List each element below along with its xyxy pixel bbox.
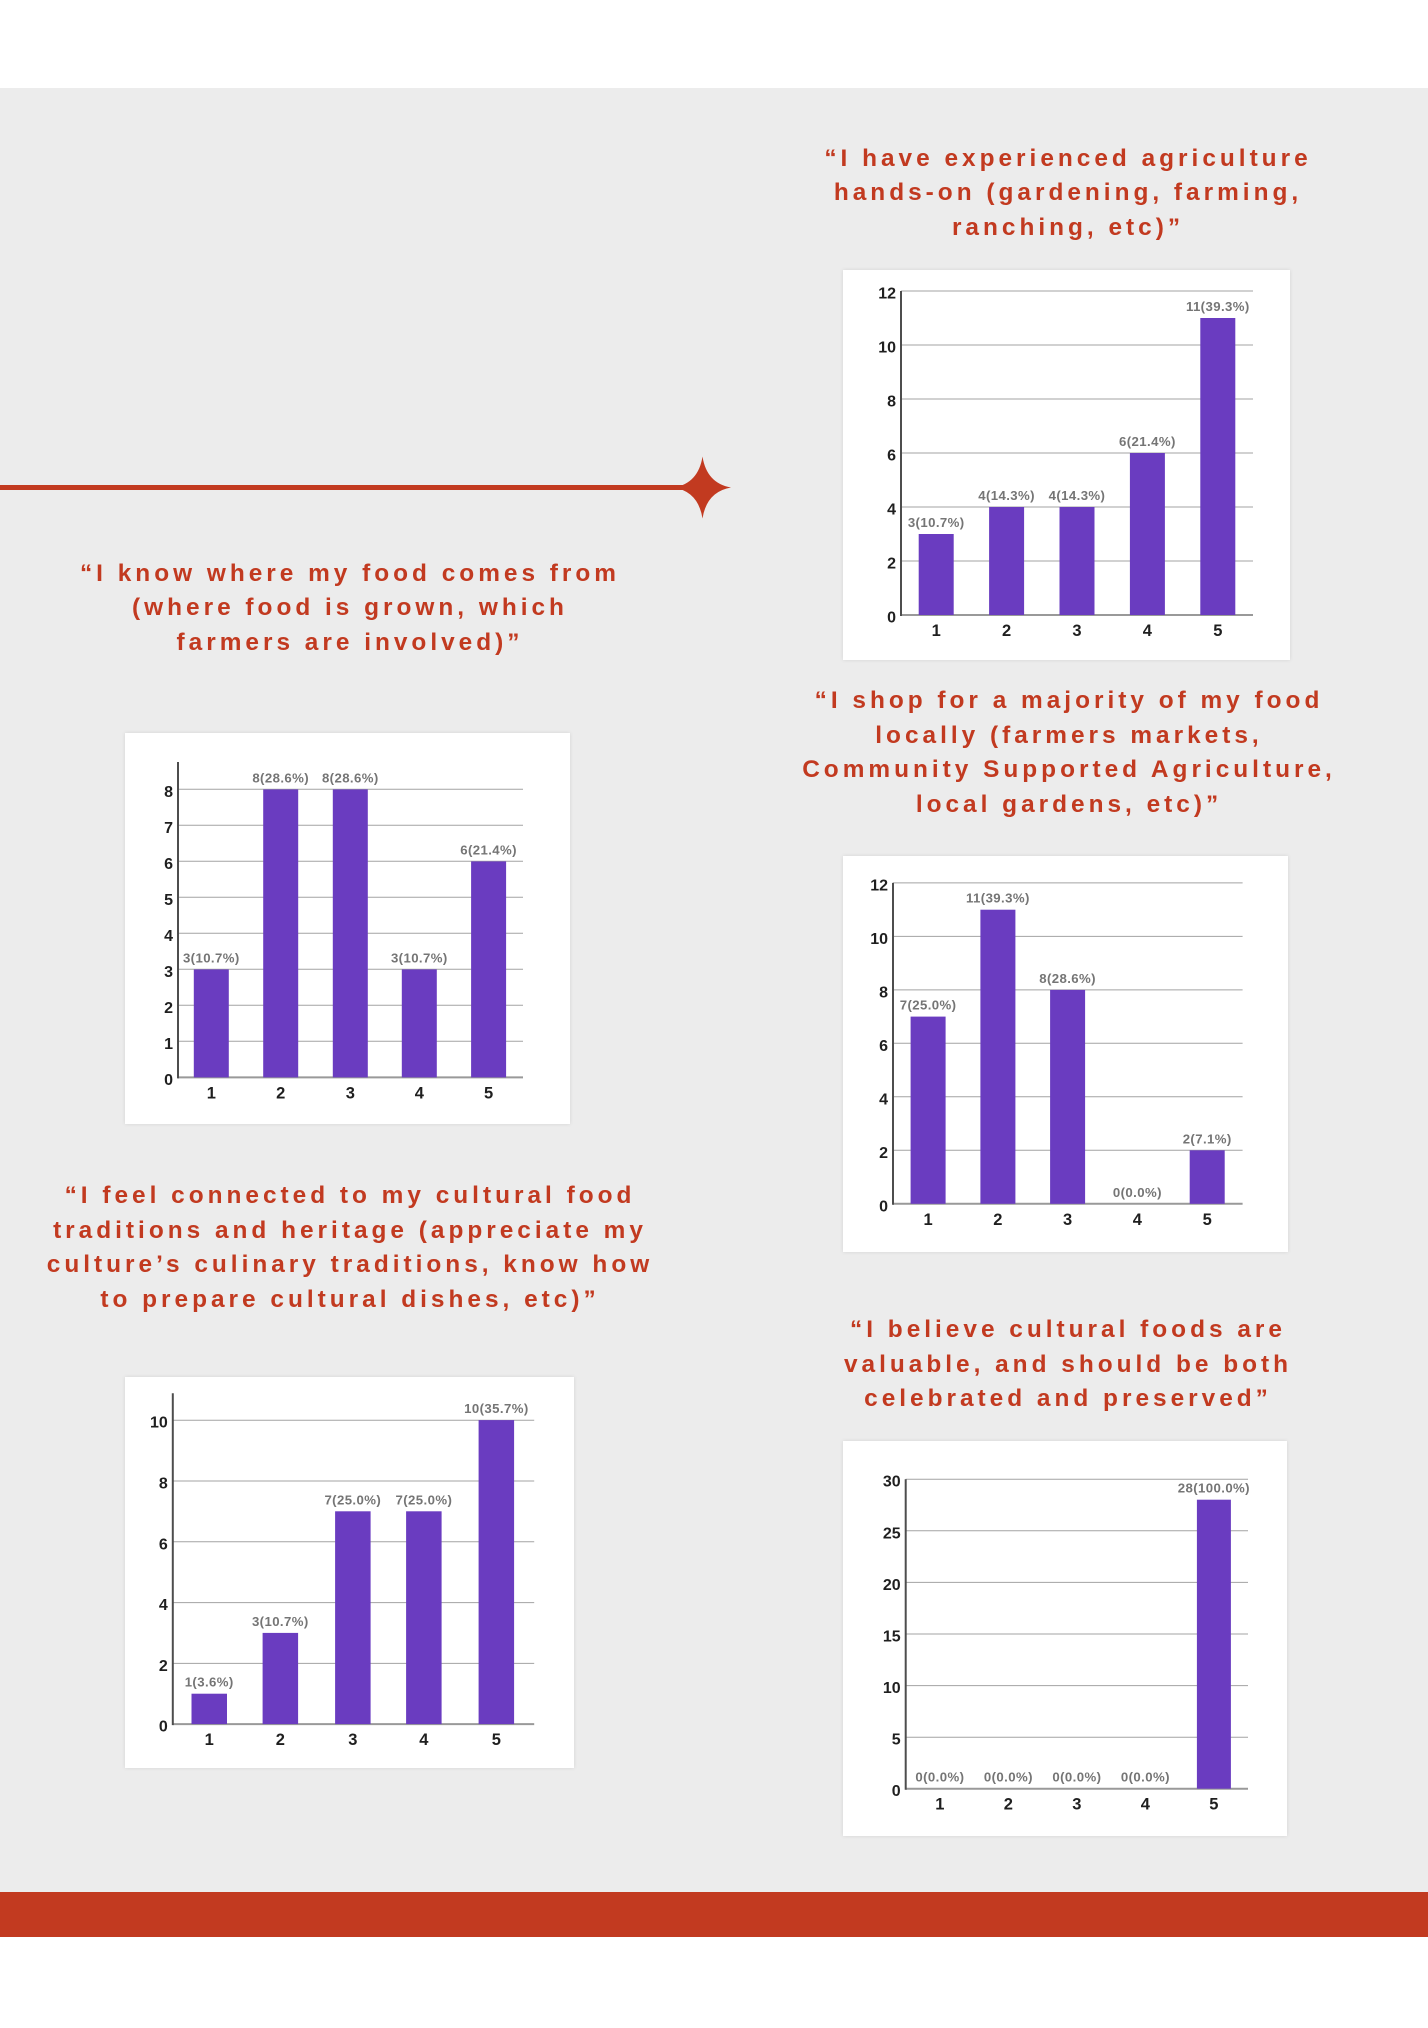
svg-text:8: 8 — [164, 784, 173, 801]
svg-text:1: 1 — [164, 1036, 173, 1053]
svg-text:4(14.3%): 4(14.3%) — [1049, 488, 1106, 503]
svg-text:0(0.0%): 0(0.0%) — [915, 1770, 964, 1785]
svg-text:2: 2 — [887, 556, 896, 573]
svg-text:6: 6 — [879, 1038, 888, 1055]
svg-text:3: 3 — [1072, 1796, 1081, 1814]
svg-text:7(25.0%): 7(25.0%) — [396, 1492, 453, 1507]
svg-text:2: 2 — [276, 1084, 285, 1102]
svg-text:5: 5 — [164, 892, 173, 909]
svg-text:4: 4 — [1143, 622, 1153, 640]
svg-text:4: 4 — [887, 502, 896, 519]
svg-text:6: 6 — [164, 856, 173, 873]
svg-text:3: 3 — [348, 1731, 357, 1749]
svg-text:4: 4 — [419, 1731, 429, 1749]
svg-text:4: 4 — [159, 1597, 168, 1614]
svg-text:3: 3 — [1063, 1211, 1072, 1229]
svg-text:0: 0 — [892, 1783, 901, 1800]
svg-text:4: 4 — [164, 928, 173, 945]
svg-text:11(39.3%): 11(39.3%) — [966, 891, 1030, 906]
svg-text:7(25.0%): 7(25.0%) — [900, 998, 957, 1013]
svg-text:5: 5 — [1203, 1211, 1212, 1229]
svg-text:1: 1 — [205, 1731, 214, 1749]
svg-text:0(0.0%): 0(0.0%) — [1121, 1770, 1170, 1785]
svg-text:0(0.0%): 0(0.0%) — [984, 1770, 1033, 1785]
svg-text:4: 4 — [879, 1091, 888, 1108]
svg-text:1: 1 — [924, 1211, 933, 1229]
svg-text:2: 2 — [164, 1000, 173, 1017]
svg-text:1: 1 — [935, 1796, 944, 1814]
svg-text:4: 4 — [1133, 1211, 1143, 1229]
svg-text:0: 0 — [887, 610, 896, 627]
svg-text:30: 30 — [883, 1474, 901, 1491]
svg-text:6: 6 — [159, 1536, 168, 1553]
svg-text:6: 6 — [887, 448, 896, 465]
svg-text:3(10.7%): 3(10.7%) — [908, 515, 965, 530]
svg-text:10: 10 — [150, 1415, 168, 1432]
svg-text:10: 10 — [870, 931, 888, 948]
svg-text:5: 5 — [1213, 622, 1222, 640]
svg-text:8(28.6%): 8(28.6%) — [1039, 971, 1096, 986]
svg-text:3(10.7%): 3(10.7%) — [391, 950, 448, 965]
svg-text:0(0.0%): 0(0.0%) — [1052, 1770, 1101, 1785]
svg-text:2: 2 — [1002, 622, 1011, 640]
svg-text:2: 2 — [993, 1211, 1002, 1229]
svg-text:10: 10 — [878, 340, 896, 357]
svg-text:12: 12 — [878, 286, 896, 303]
svg-text:20: 20 — [883, 1577, 901, 1594]
svg-text:7: 7 — [164, 820, 173, 837]
svg-text:6(21.4%): 6(21.4%) — [460, 842, 517, 857]
svg-text:3: 3 — [1072, 622, 1081, 640]
svg-text:15: 15 — [883, 1628, 901, 1645]
svg-text:2: 2 — [276, 1731, 285, 1749]
svg-text:25: 25 — [883, 1525, 901, 1542]
svg-text:3(10.7%): 3(10.7%) — [252, 1614, 309, 1629]
svg-text:8: 8 — [887, 394, 896, 411]
svg-text:2(7.1%): 2(7.1%) — [1183, 1131, 1232, 1146]
svg-text:12: 12 — [870, 877, 888, 894]
svg-text:8(28.6%): 8(28.6%) — [252, 770, 309, 785]
svg-text:3: 3 — [346, 1084, 355, 1102]
svg-text:3: 3 — [164, 964, 173, 981]
svg-text:1(3.6%): 1(3.6%) — [185, 1675, 234, 1690]
svg-text:10: 10 — [883, 1680, 901, 1697]
svg-text:8: 8 — [879, 984, 888, 1001]
svg-text:10(35.7%): 10(35.7%) — [464, 1401, 528, 1416]
svg-text:2: 2 — [1004, 1796, 1013, 1814]
svg-text:0(0.0%): 0(0.0%) — [1113, 1185, 1162, 1200]
svg-text:4: 4 — [1141, 1796, 1151, 1814]
svg-text:0: 0 — [879, 1198, 888, 1215]
svg-text:8(28.6%): 8(28.6%) — [322, 770, 379, 785]
svg-text:3(10.7%): 3(10.7%) — [183, 950, 240, 965]
svg-text:4(14.3%): 4(14.3%) — [978, 488, 1035, 503]
svg-text:5: 5 — [1209, 1796, 1218, 1814]
svg-text:0: 0 — [159, 1719, 168, 1736]
svg-text:8: 8 — [159, 1476, 168, 1493]
svg-text:1: 1 — [932, 622, 941, 640]
svg-text:11(39.3%): 11(39.3%) — [1186, 299, 1250, 314]
svg-text:28(100.0%): 28(100.0%) — [1178, 1481, 1250, 1496]
svg-text:5: 5 — [892, 1732, 901, 1749]
svg-text:6(21.4%): 6(21.4%) — [1119, 434, 1176, 449]
svg-text:5: 5 — [492, 1731, 501, 1749]
svg-text:0: 0 — [164, 1072, 173, 1089]
svg-text:4: 4 — [415, 1084, 425, 1102]
svg-text:5: 5 — [484, 1084, 493, 1102]
svg-text:2: 2 — [879, 1145, 888, 1162]
svg-text:7(25.0%): 7(25.0%) — [324, 1492, 381, 1507]
svg-text:1: 1 — [207, 1084, 216, 1102]
svg-text:2: 2 — [159, 1658, 168, 1675]
